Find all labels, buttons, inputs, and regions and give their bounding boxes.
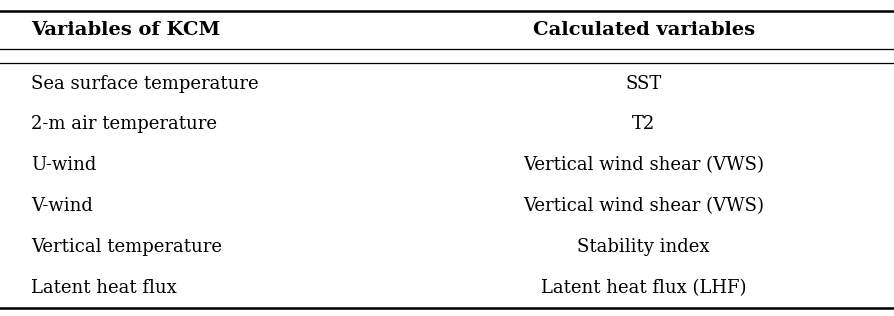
Text: Vertical wind shear (VWS): Vertical wind shear (VWS) bbox=[523, 156, 764, 174]
Text: Latent heat flux (LHF): Latent heat flux (LHF) bbox=[541, 279, 746, 297]
Text: Vertical temperature: Vertical temperature bbox=[31, 238, 223, 256]
Text: Calculated variables: Calculated variables bbox=[533, 21, 755, 39]
Text: U-wind: U-wind bbox=[31, 156, 97, 174]
Text: Vertical wind shear (VWS): Vertical wind shear (VWS) bbox=[523, 197, 764, 215]
Text: Stability index: Stability index bbox=[578, 238, 710, 256]
Text: V-wind: V-wind bbox=[31, 197, 93, 215]
Text: Latent heat flux: Latent heat flux bbox=[31, 279, 177, 297]
Text: SST: SST bbox=[626, 75, 662, 93]
Text: 2-m air temperature: 2-m air temperature bbox=[31, 115, 217, 133]
Text: T2: T2 bbox=[632, 115, 655, 133]
Text: Sea surface temperature: Sea surface temperature bbox=[31, 75, 259, 93]
Text: Variables of KCM: Variables of KCM bbox=[31, 21, 221, 39]
